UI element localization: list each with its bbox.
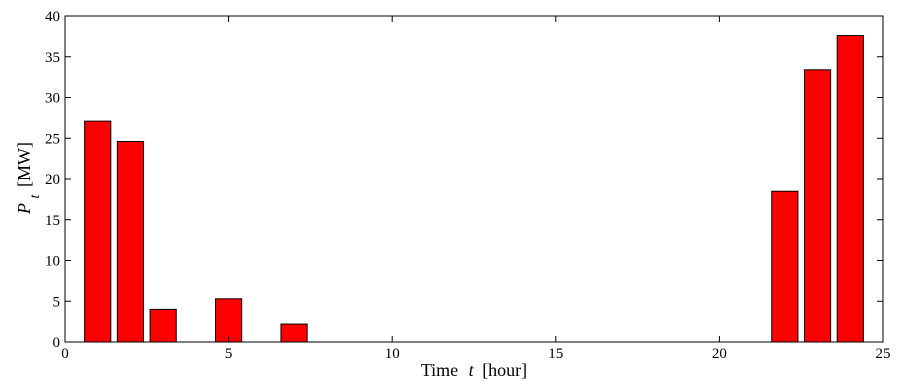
bar-hour-22: [771, 190, 799, 343]
y-tick-label: 15: [45, 213, 60, 229]
bars-group: [84, 35, 864, 343]
x-tick-label: 5: [225, 346, 233, 362]
bar-hour-2: [116, 141, 145, 343]
plot-area: [64, 15, 884, 343]
x-tick-label: 10: [385, 346, 400, 362]
x-tick-label: 0: [61, 346, 69, 362]
bar-hour-5: [215, 298, 243, 343]
x-tick-label: 20: [712, 346, 727, 362]
y-tick-label: 10: [45, 254, 60, 270]
x-axis-label-prefix: Time: [421, 360, 458, 380]
x-tick-label: 25: [876, 346, 891, 362]
bar-hour-1: [84, 120, 112, 343]
y-tick-label: 40: [45, 9, 60, 25]
x-axis-label: Time t [hour]: [421, 360, 527, 380]
x-axis-label-unit: [hour]: [482, 360, 527, 380]
y-axis-label-sub: t: [28, 193, 43, 198]
x-tick-label: 15: [548, 346, 563, 362]
bar-hour-23: [803, 69, 832, 343]
bar-hour-24: [836, 35, 864, 343]
y-tick-label: 30: [45, 91, 60, 107]
y-axis-label-var: P: [14, 203, 34, 215]
y-tick-label: 0: [53, 335, 61, 351]
bar-hour-7: [280, 323, 308, 343]
x-ticks-group: 0 5 10 15 20 25: [61, 16, 891, 362]
y-ticks-group: 0 5 10 15 20 25 30 35 40: [45, 9, 883, 351]
y-tick-label: 20: [45, 172, 60, 188]
y-tick-label: 25: [45, 131, 60, 147]
y-axis-label-unit: [MW]: [14, 142, 34, 187]
y-tick-label: 5: [53, 294, 61, 310]
y-tick-label: 35: [45, 50, 60, 66]
x-axis-label-var: t: [469, 360, 475, 380]
y-axis-label: P t [MW]: [14, 142, 43, 215]
bar-hour-3: [149, 308, 177, 343]
